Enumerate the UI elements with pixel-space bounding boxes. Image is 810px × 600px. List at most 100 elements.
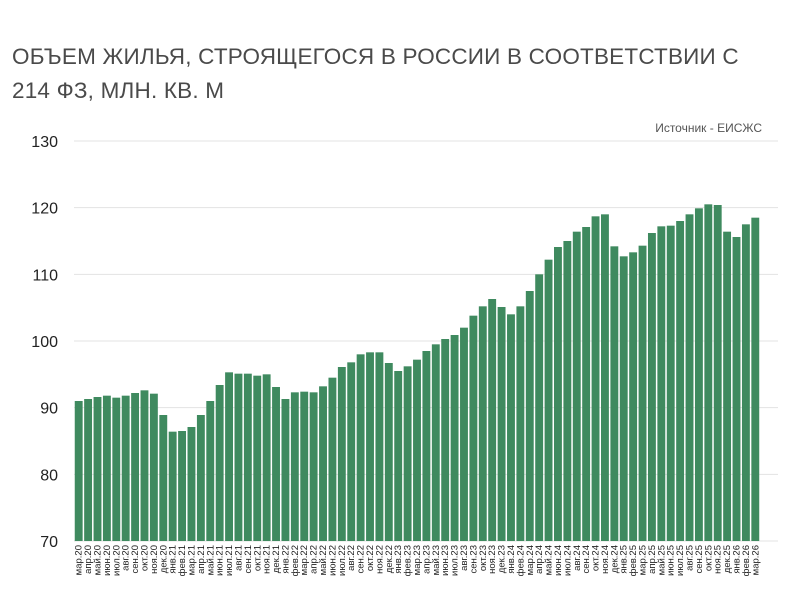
x-tick-label: дек.24 [609, 545, 620, 573]
x-tick-label: фев.25 [628, 545, 639, 576]
bar [441, 339, 450, 541]
x-tick-label: июл.23 [450, 545, 461, 576]
x-tick-label: ноя.20 [149, 545, 160, 574]
y-tick-label: 80 [40, 467, 58, 484]
x-tick-label: окт.23 [478, 545, 489, 571]
x-tick-label: май.21 [205, 545, 216, 575]
bar [337, 367, 346, 541]
bar [741, 224, 750, 541]
x-tick-label: май.20 [92, 545, 103, 575]
x-tick-label: апр.23 [421, 545, 432, 574]
bars [74, 204, 760, 542]
x-tick-label: июл.24 [562, 545, 573, 576]
bar [384, 363, 393, 541]
x-tick-label: окт.21 [252, 545, 263, 571]
bar [319, 386, 327, 541]
bar [309, 392, 318, 541]
bar [243, 373, 252, 541]
x-tick-label: июн.22 [327, 545, 338, 576]
bar [140, 390, 149, 541]
bar [253, 375, 262, 541]
x-tick-label: янв.23 [393, 545, 404, 574]
x-tick-label: сен.25 [694, 545, 705, 574]
x-tick-label: мар.24 [525, 545, 536, 575]
bar [610, 246, 619, 541]
y-tick-label: 100 [31, 334, 58, 351]
x-tick-label: янв.25 [619, 545, 630, 574]
x-tick-label: апр.21 [196, 545, 207, 574]
x-tick-label: авг.25 [685, 545, 696, 571]
bar [554, 247, 562, 541]
bar [732, 237, 741, 541]
x-tick-label: дек.23 [497, 545, 508, 573]
x-tick-label: июн.24 [553, 545, 564, 576]
x-tick-label: июн.25 [666, 545, 677, 576]
x-tick-label: фев.21 [177, 545, 188, 576]
x-tick-label: апр.24 [534, 545, 545, 574]
x-tick-label: сен.21 [243, 545, 254, 574]
bar [629, 252, 638, 541]
bar [300, 391, 309, 541]
bar [647, 233, 656, 541]
x-tick-label: дек.21 [271, 545, 282, 573]
bar [723, 231, 732, 542]
bar [450, 335, 459, 541]
y-tick-label: 110 [32, 267, 58, 284]
bar [131, 393, 140, 541]
bar [413, 359, 421, 541]
y-tick-label: 70 [40, 534, 58, 551]
bar [234, 373, 243, 541]
x-tick-label: май.22 [318, 545, 329, 575]
x-tick-label: дек.25 [722, 545, 733, 573]
x-tick-label: ноя.23 [487, 545, 498, 574]
x-tick-label: янв.26 [732, 545, 743, 574]
bar [638, 245, 647, 542]
x-tick-label: авг.20 [121, 545, 132, 571]
bar [535, 274, 544, 541]
x-tick-label: авг.22 [346, 545, 357, 571]
x-tick-label: ноя.22 [374, 545, 385, 574]
x-tick-label: июн.21 [215, 545, 226, 576]
bar [507, 314, 515, 541]
x-tick-label: мар.20 [74, 545, 85, 575]
x-tick-label: апр.25 [647, 545, 658, 574]
bar [582, 227, 591, 541]
source-note: Источник - ЕИСЖС [655, 121, 762, 135]
bar [262, 374, 271, 541]
x-tick-label: окт.20 [139, 545, 150, 571]
bar [168, 431, 177, 541]
bar [685, 214, 694, 541]
x-tick-label: сен.24 [581, 545, 592, 574]
bar [751, 217, 760, 542]
bar [666, 225, 675, 542]
x-tick-label: янв.22 [280, 545, 291, 574]
x-tick-label: авг.24 [572, 545, 583, 571]
x-tick-label: дек.22 [384, 545, 395, 573]
bar [121, 395, 130, 541]
x-tick-label: июл.25 [675, 545, 686, 576]
bar [215, 385, 224, 541]
x-tick-label: фев.24 [515, 545, 526, 576]
y-axis-ticks: 70 80 90 100 110 120 130 [31, 134, 58, 551]
bar [478, 306, 487, 541]
x-tick-label: фев.22 [290, 545, 301, 576]
bar [591, 216, 600, 541]
bar [375, 352, 384, 541]
x-tick-label: июл.20 [111, 545, 122, 576]
bar [178, 431, 187, 541]
bar [619, 256, 628, 541]
x-tick-label: май.24 [544, 545, 555, 575]
bar [272, 387, 280, 541]
y-tick-label: 130 [31, 134, 58, 151]
bar [366, 352, 374, 541]
y-tick-label: 120 [31, 201, 58, 218]
x-tick-label: июл.21 [224, 545, 235, 576]
x-tick-label: сен.22 [356, 545, 367, 574]
bar [713, 205, 722, 541]
x-tick-label: сен.23 [468, 545, 479, 574]
x-tick-label: июл.22 [337, 545, 348, 576]
x-tick-label: мар.23 [412, 545, 423, 575]
bar [488, 299, 497, 541]
x-tick-label: май.23 [431, 545, 442, 575]
bar [187, 427, 196, 541]
